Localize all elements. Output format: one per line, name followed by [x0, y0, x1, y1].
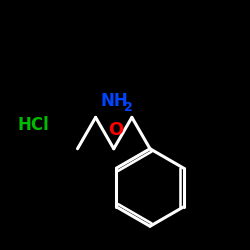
Text: NH: NH	[100, 92, 128, 110]
Text: HCl: HCl	[18, 116, 49, 134]
Text: 2: 2	[124, 100, 133, 114]
Text: O: O	[108, 121, 124, 139]
